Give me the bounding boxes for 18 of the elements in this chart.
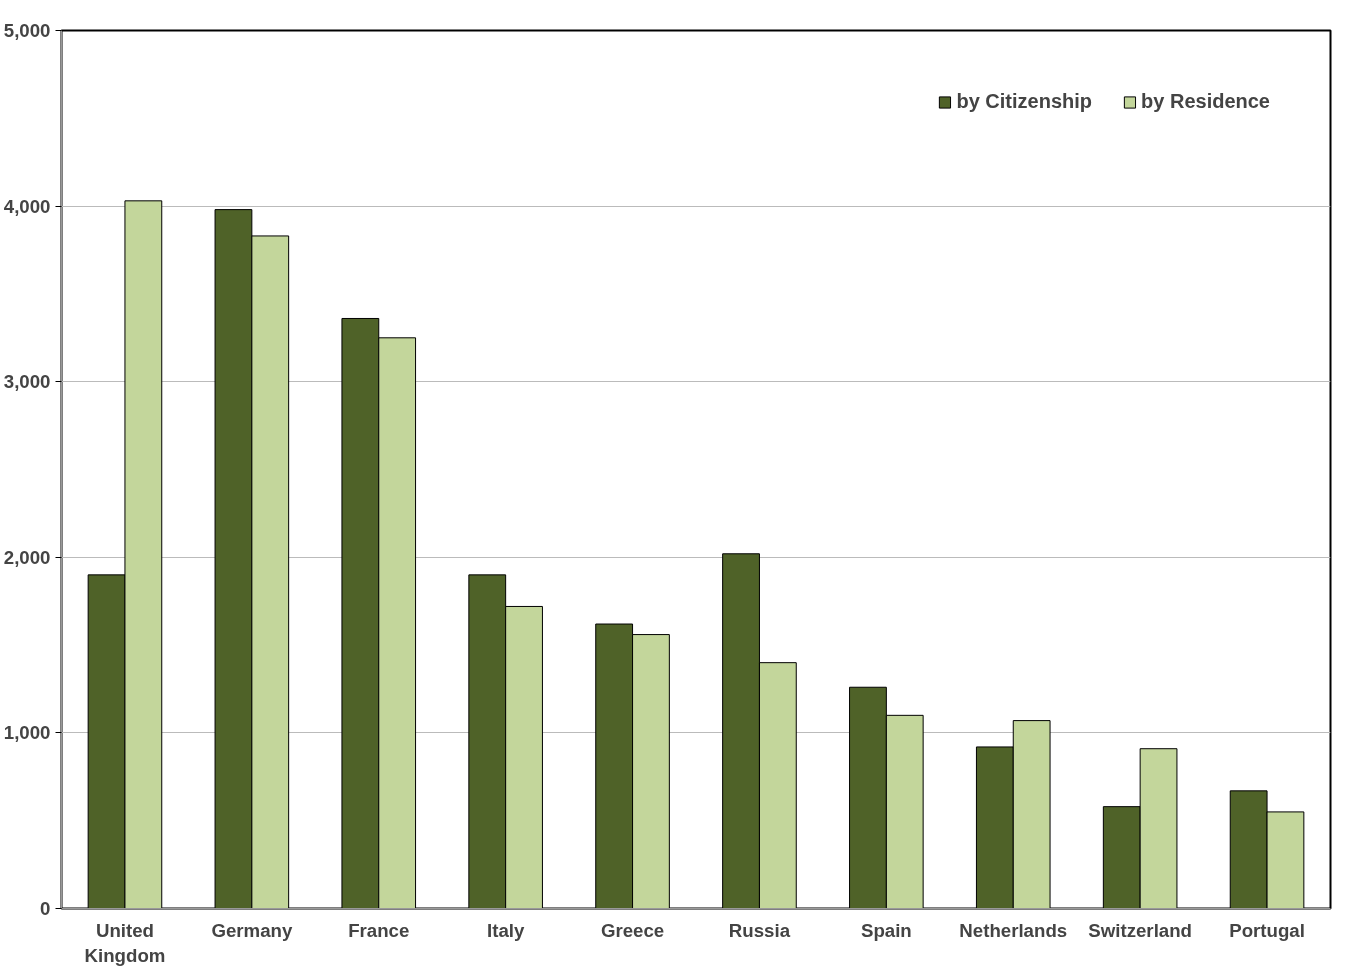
legend-label: by Citizenship xyxy=(956,90,1093,113)
x-tick-label: United Kingdom xyxy=(84,919,166,966)
y-tick-label: 4,000 xyxy=(3,195,51,217)
x-tick-label: Italy xyxy=(486,919,525,941)
y-tick-label: 3,000 xyxy=(3,371,51,393)
y-tick-label: 0 xyxy=(40,898,51,919)
x-tick-label: Netherlands xyxy=(959,919,1068,941)
y-tick-label: 5,000 xyxy=(3,20,51,41)
x-tick-label: Portugal xyxy=(1229,919,1305,941)
x-tick-label: Russia xyxy=(728,919,791,941)
x-tick-label: Greece xyxy=(600,919,665,941)
y-tick-label: 2,000 xyxy=(3,546,51,568)
x-tick-label: France xyxy=(348,919,410,941)
x-tick-label: Spain xyxy=(860,919,912,941)
legend-label: by Residence xyxy=(1141,90,1270,113)
x-tick-label: Switzerland xyxy=(1088,919,1192,941)
x-tick-label: Germany xyxy=(211,919,293,941)
y-tick-label: 1,000 xyxy=(3,722,51,744)
